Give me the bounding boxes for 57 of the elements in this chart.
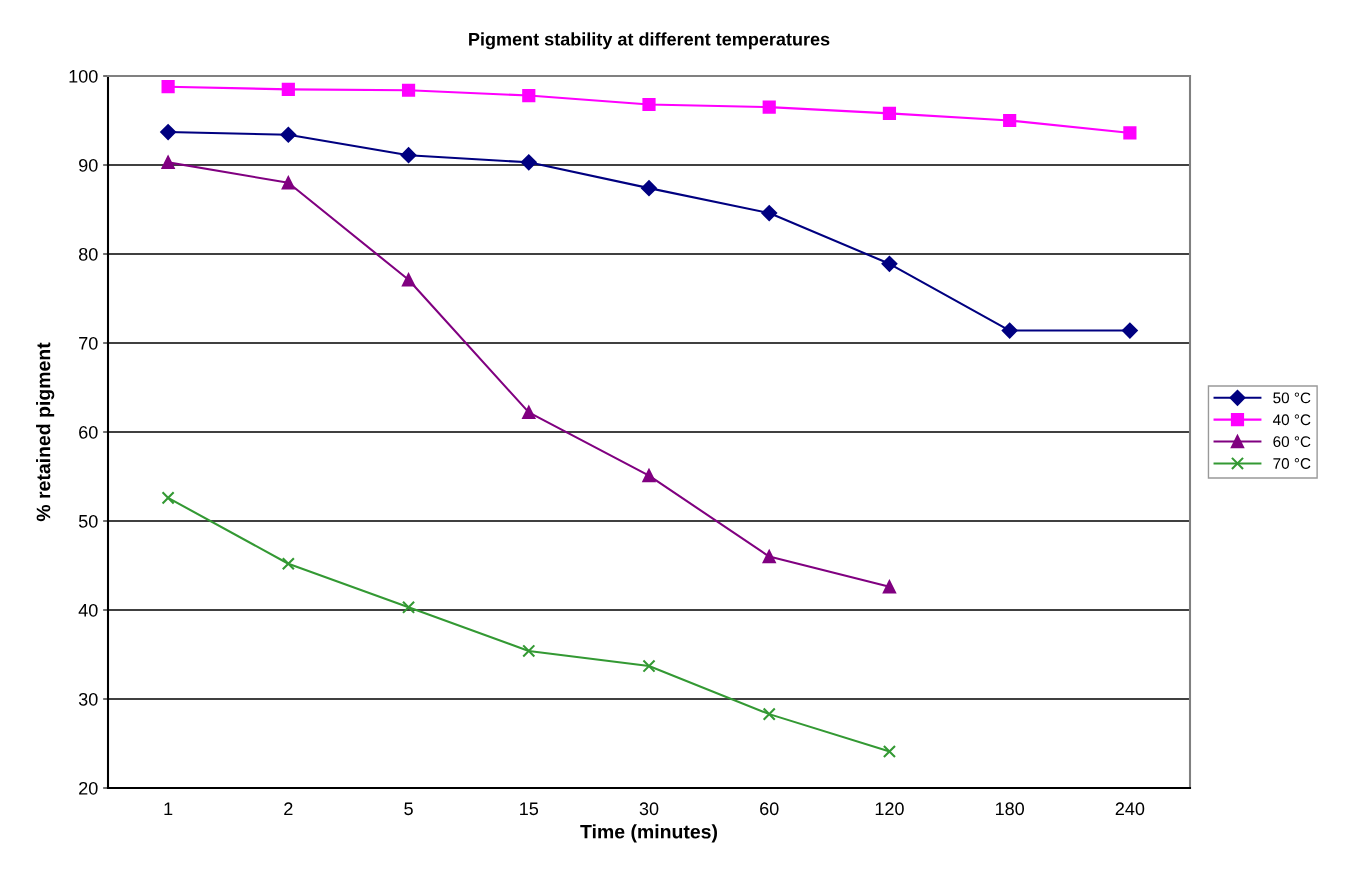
y-tick-label: 90 — [79, 158, 98, 172]
y-tick-label: 40 — [78, 603, 98, 617]
point — [1003, 113, 1017, 128]
y-axis-title: % retained pigment — [36, 342, 55, 522]
legend-label: 50 °C — [1273, 392, 1311, 404]
point — [401, 83, 416, 97]
point — [522, 405, 536, 420]
point — [281, 176, 295, 190]
point — [882, 580, 897, 594]
x-tick-label: 240 — [1115, 802, 1145, 816]
point — [882, 106, 897, 120]
chart-title: Pigment stability at different temperatures — [469, 32, 830, 50]
point — [762, 100, 776, 114]
legend-label: 60 °C — [1273, 436, 1311, 448]
point — [642, 659, 656, 673]
y-tick-label: 50 — [78, 514, 98, 528]
y-tick-label: 20 — [79, 781, 98, 795]
point — [641, 180, 657, 197]
y-tick-label: 70 — [79, 336, 98, 350]
x-tick-label: 180 — [995, 802, 1025, 816]
x-tick-label: 120 — [875, 802, 904, 816]
point — [642, 97, 656, 112]
x-tick-label: 30 — [639, 802, 659, 816]
point — [522, 644, 536, 658]
point — [522, 88, 536, 103]
legend-label: 40 °C — [1272, 414, 1311, 426]
point — [1121, 322, 1138, 339]
y-tick-label: 30 — [78, 692, 98, 706]
x-tick-label: 5 — [404, 802, 413, 816]
y-tick-label: 100 — [69, 69, 98, 83]
point — [762, 550, 776, 564]
y-tick-label: 80 — [78, 247, 98, 261]
x-tick-label: 60 — [760, 802, 779, 816]
point — [881, 255, 898, 272]
x-tick-label: 1 — [164, 802, 173, 815]
point — [762, 707, 776, 721]
x-tick-label: 2 — [284, 802, 293, 815]
point — [280, 126, 297, 143]
point — [161, 491, 175, 505]
point — [761, 205, 778, 221]
point — [401, 600, 416, 614]
point — [161, 80, 175, 94]
point — [1001, 322, 1018, 339]
point — [161, 155, 175, 169]
legend-label: 70 °C — [1273, 458, 1311, 469]
point — [1123, 126, 1137, 140]
point — [160, 124, 177, 140]
point — [520, 154, 537, 171]
point — [882, 744, 897, 759]
point — [400, 147, 417, 164]
point — [642, 469, 656, 483]
x-axis-title: Time (minutes) — [580, 824, 718, 843]
y-tick-label: 60 — [79, 425, 98, 439]
point — [281, 557, 295, 571]
point — [401, 273, 416, 287]
point — [281, 82, 295, 96]
x-tick-label: 15 — [520, 802, 539, 816]
